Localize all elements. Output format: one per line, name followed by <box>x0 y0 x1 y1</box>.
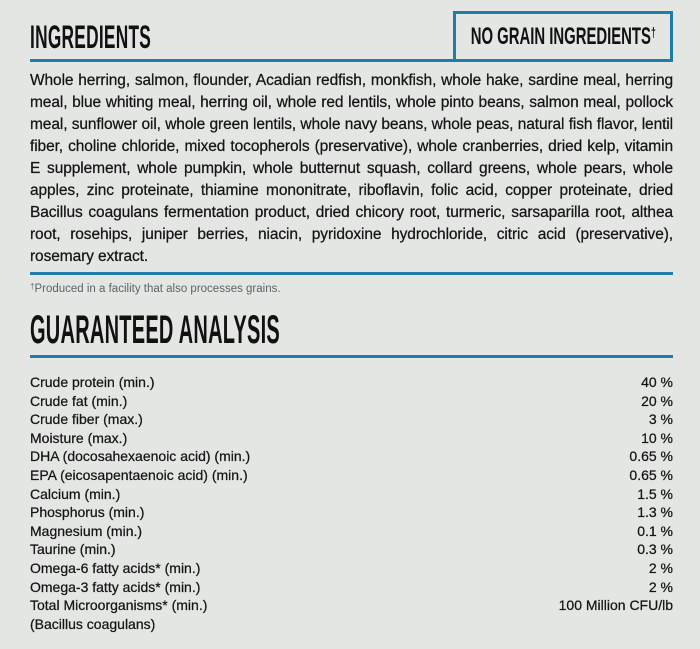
nutrient-value: 100 Million CFU/lb <box>558 597 673 614</box>
nutrient-value: 40 % <box>641 374 673 390</box>
table-row: Phosphorus (min.) 1.3 % <box>30 503 673 522</box>
nutrient-label: Omega-3 fatty acids* (min.) <box>30 578 201 595</box>
nutrient-value: 20 % <box>641 392 673 409</box>
nutrient-value: 1.5 % <box>637 485 673 502</box>
table-row: Taurine (min.) 0.3 % <box>30 540 673 559</box>
table-row: (Bacillus coagulans) <box>30 615 673 634</box>
ingredients-title: INGREDIENTS <box>30 19 152 55</box>
nutrient-label: (Bacillus coagulans) <box>30 615 156 632</box>
dagger-superscript: † <box>650 23 656 40</box>
nutrient-label: Calcium (min.) <box>30 485 121 502</box>
table-row: Moisture (max.) 10 % <box>30 429 673 448</box>
nutrient-label: Magnesium (min.) <box>30 522 143 539</box>
nutrient-label: Moisture (max.) <box>30 429 128 446</box>
nutrient-label: Phosphorus (min.) <box>30 504 145 521</box>
guaranteed-analysis-underline-rule <box>30 355 673 358</box>
nutrient-value: 0.65 % <box>629 448 673 465</box>
nutrient-value: 0.3 % <box>637 541 673 558</box>
section-divider-rule <box>30 272 673 275</box>
grain-footnote: †Produced in a facility that also proces… <box>30 282 673 296</box>
footnote-text: Produced in a facility that also process… <box>34 283 281 295</box>
guaranteed-analysis-header: GUARANTEED ANALYSIS <box>30 308 673 358</box>
table-row: Crude protein (min.) 40 % <box>30 373 673 392</box>
nutrient-value: 0.1 % <box>637 522 673 539</box>
nutrient-value: 0.65 % <box>629 466 673 483</box>
nutrient-label: Total Microorganisms* (min.) <box>30 597 208 614</box>
table-row: Magnesium (min.) 0.1 % <box>30 522 673 541</box>
nutrient-label: Omega-6 fatty acids* (min.) <box>30 559 201 576</box>
ingredients-underline-rule <box>30 59 673 62</box>
table-row: EPA (eicosapentaenoic acid) (min.) 0.65 … <box>30 466 673 485</box>
nutrient-label: Taurine (min.) <box>30 541 116 558</box>
no-grain-badge-label: NO GRAIN INGREDIENTS <box>470 22 651 50</box>
table-row: Total Microorganisms* (min.) 100 Million… <box>30 596 673 615</box>
no-grain-badge-text: NO GRAIN INGREDIENTS† <box>470 22 656 50</box>
nutrient-label: Crude fiber (max.) <box>30 411 143 428</box>
nutrient-value: 3 % <box>648 411 673 428</box>
table-row: Crude fiber (max.) 3 % <box>30 410 673 429</box>
ingredients-paragraph: Whole herring, salmon, flounder, Acadian… <box>30 72 673 265</box>
table-row: Omega-3 fatty acids* (min.) 2 % <box>30 578 673 597</box>
nutrient-value: 1.3 % <box>637 504 673 521</box>
nutrient-label: Crude fat (min.) <box>30 392 128 409</box>
nutrient-label: Crude protein (min.) <box>30 374 155 390</box>
footnote-dagger: † <box>30 282 35 291</box>
nutrient-label: EPA (eicosapentaenoic acid) (min.) <box>30 466 248 483</box>
table-row: Calcium (min.) 1.5 % <box>30 485 673 504</box>
ingredients-header: INGREDIENTS NO GRAIN INGREDIENTS† <box>30 0 673 62</box>
table-row: Omega-6 fatty acids* (min.) 2 % <box>30 559 673 578</box>
nutrient-value: 10 % <box>641 429 673 446</box>
no-grain-badge: NO GRAIN INGREDIENTS† <box>453 11 673 62</box>
nutrient-value: 2 % <box>648 559 673 576</box>
nutrient-value: 2 % <box>648 578 673 595</box>
table-row: Crude fat (min.) 20 % <box>30 392 673 411</box>
table-row: DHA (docosahexaenoic acid) (min.) 0.65 % <box>30 447 673 466</box>
nutrient-label: DHA (docosahexaenoic acid) (min.) <box>30 448 251 465</box>
guaranteed-analysis-table: Crude protein (min.) 40 % Crude fat (min… <box>30 373 673 633</box>
guaranteed-analysis-title: GUARANTEED ANALYSIS <box>30 308 280 352</box>
